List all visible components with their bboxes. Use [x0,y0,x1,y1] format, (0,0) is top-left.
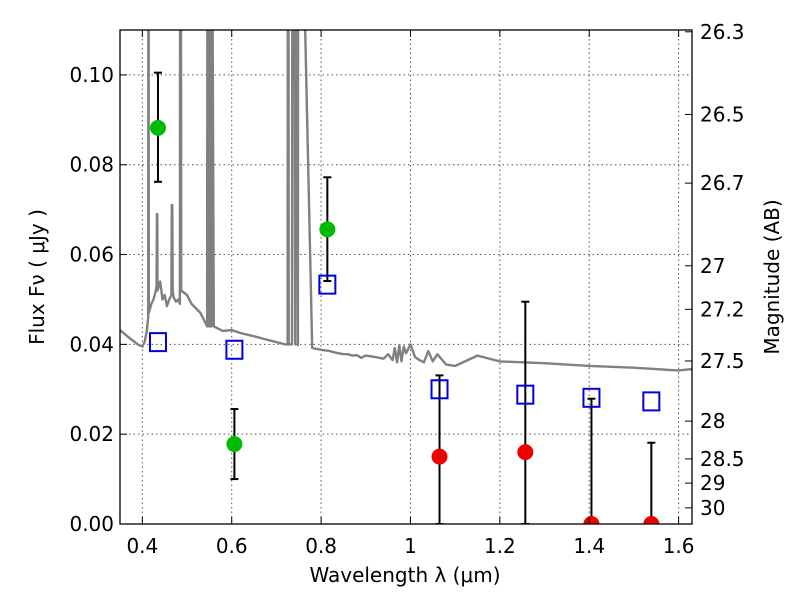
y-tick-label: 0.02 [69,422,114,446]
x-tick-label: 1.4 [573,534,605,558]
data-point-circle [643,516,660,524]
y2-axis-label: Magnitude (AB) [760,199,784,354]
data-point-circle [149,119,166,136]
mag-tick-label: 27.2 [700,297,745,321]
plot-frame [119,29,693,525]
x-tick-label: 1.2 [484,534,516,558]
y-tick-label: 0.04 [69,332,114,356]
x-tick-label: 1 [404,534,417,558]
model-flux-square [430,379,449,400]
mag-tick-label: 26.5 [700,102,745,126]
model-spectrum [120,30,692,372]
data-point-circle [226,436,243,453]
data-points [148,71,661,524]
y-axis-label: Flux Fν ( μJy ) [25,209,49,345]
mag-tick-label: 29 [700,471,725,495]
x-tick-label: 0.4 [126,534,158,558]
model-spectrum-line [120,30,692,372]
y-tick-label: 0.00 [69,512,114,536]
mag-tick-label: 27 [700,254,725,278]
mag-tick-label: 27.5 [700,349,745,373]
model-flux-square [148,332,167,353]
y-tick-label: 0.06 [69,243,114,267]
x-tick-label: 0.6 [216,534,248,558]
y-tick-label: 0.08 [69,153,114,177]
model-flux-square [516,384,535,405]
data-point-circle [517,444,534,461]
data-point-circle [319,221,336,238]
mag-tick-label: 26.3 [700,20,745,44]
axes: 0.4 0.6 0.8 1 1.2 1.4 1.6 0.00 0.02 0.04 0.06 0.08 0… [69,20,744,558]
model-flux-square [318,274,337,295]
y-tick-label: 0.10 [69,63,114,87]
x-axis-label: Wavelength λ (μm) [309,563,500,587]
x-tick-label: 0.8 [305,534,337,558]
model-flux-square [225,339,244,360]
data-point-circle [431,448,448,465]
data-point-circle [583,516,600,524]
mag-tick-label: 28.5 [700,447,745,471]
model-flux-square [642,391,661,412]
model-flux-square [582,387,601,408]
x-tick-label: 1.6 [663,534,695,558]
mag-tick-label: 28 [700,409,725,433]
mag-tick-label: 30 [700,496,725,520]
mag-tick-label: 26.7 [700,171,745,195]
